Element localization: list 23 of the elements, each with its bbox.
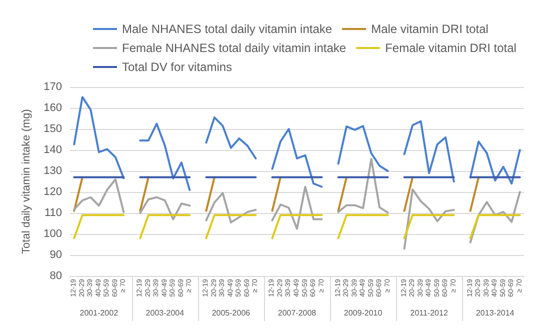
- legend-label: Male NHANES total daily vitamin intake: [122, 22, 332, 36]
- y-tick-label: 160: [44, 102, 62, 114]
- y-tick-label: 120: [44, 186, 62, 198]
- text: 2013-2014: [476, 308, 515, 318]
- text: 2011-2012: [410, 308, 448, 318]
- text: 2001-2002: [80, 308, 119, 318]
- legend-label: Female vitamin DRI total: [385, 41, 516, 55]
- y-tick-label: 140: [44, 144, 62, 156]
- y-tick-label: 90: [50, 249, 62, 261]
- y-tick-label: 80: [50, 270, 62, 282]
- text: 2003-2004: [146, 308, 185, 318]
- legend-label: Male vitamin DRI total: [371, 22, 488, 36]
- y-tick-label: 100: [44, 228, 62, 240]
- y-tick-label: 110: [44, 207, 62, 219]
- text: 2009-2010: [344, 308, 383, 318]
- legend-label: Female NHANES total daily vitamin intake: [122, 41, 346, 55]
- text: 2007-2008: [278, 308, 317, 318]
- y-tick-label: 170: [44, 81, 62, 93]
- text: 2005-2006: [212, 308, 251, 318]
- legend-label: Total DV for vitamins: [122, 60, 232, 74]
- y-tick-label: 130: [44, 165, 62, 177]
- y-tick-label: 150: [44, 123, 62, 135]
- y-axis-title: Total daily vitamin intake (mg): [20, 109, 32, 254]
